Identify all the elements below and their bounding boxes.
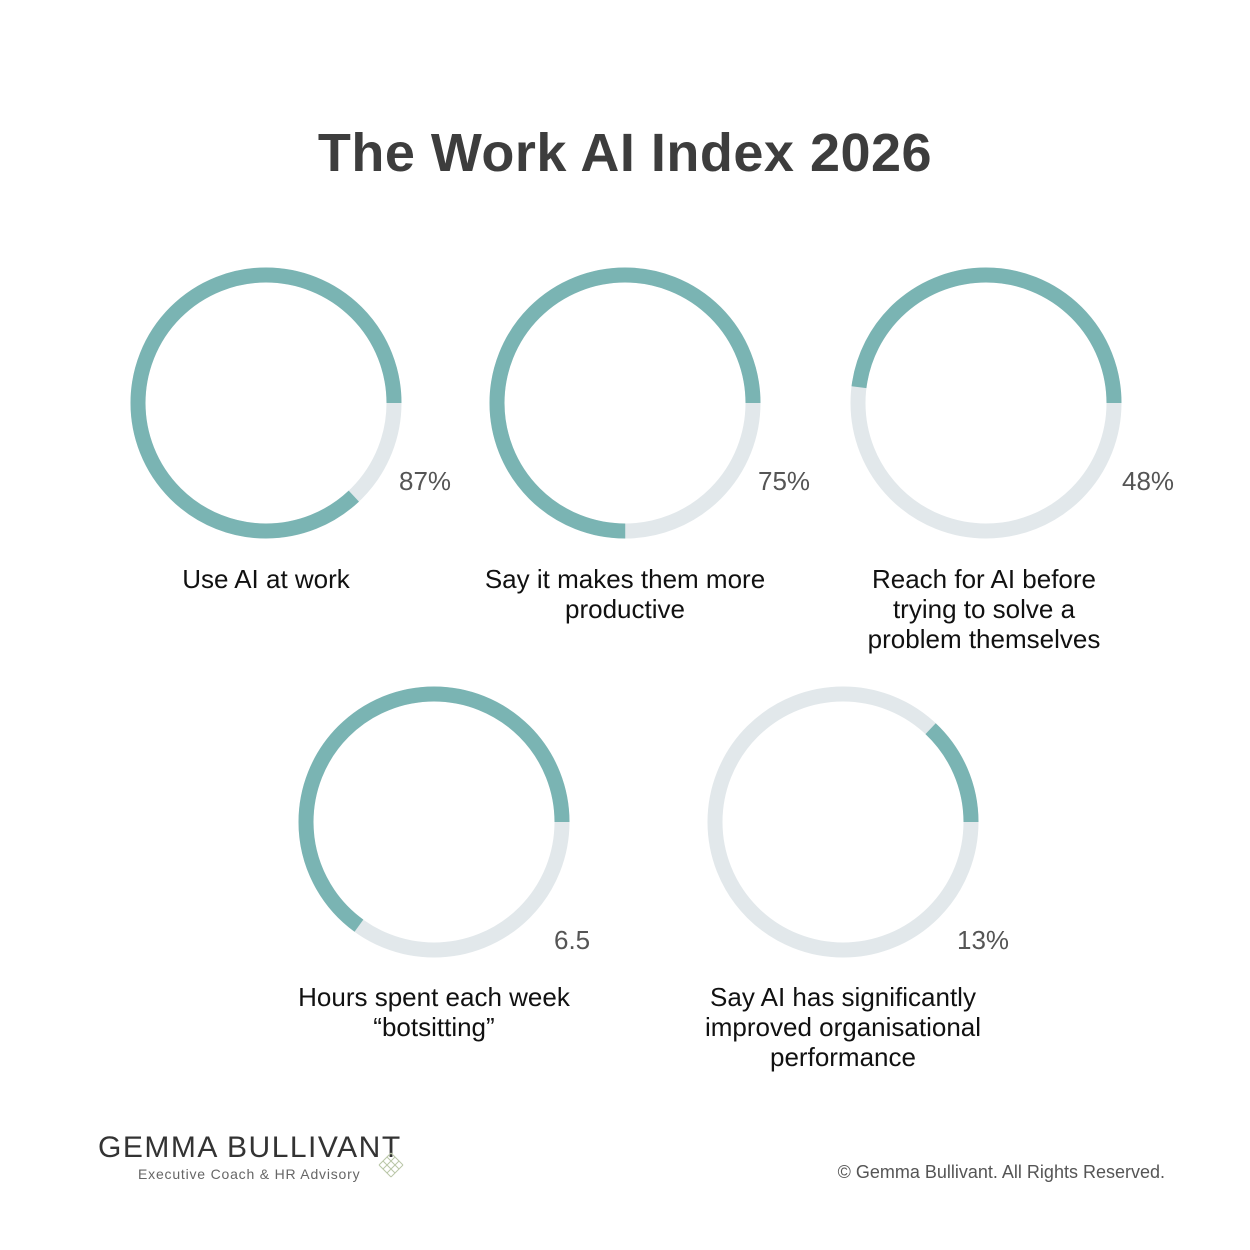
brand-name: GEMMA BULLIVANT: [98, 1131, 402, 1164]
donut-arc-3: [850, 267, 1122, 539]
donut-value-4: 6.5: [554, 925, 591, 955]
donut-label-1: Use AI at work: [182, 564, 350, 594]
donut-label-4: Hours spent each week “botsitting”: [298, 982, 570, 1042]
donut-label-5: Say AI has significantly improved organi…: [704, 982, 982, 1072]
donut-chart-2: [480, 258, 770, 548]
donut-svg-3: [850, 267, 1122, 539]
donut-value-1: 87%: [399, 466, 452, 496]
donut-label-2: Say it makes them more productive: [484, 564, 766, 624]
donut-arc-4: [298, 686, 570, 958]
donut-arc-2: [489, 267, 761, 539]
donut-svg-2: [489, 267, 761, 539]
donut-svg-1: [130, 267, 402, 539]
brand-lattice-icon: [378, 1152, 404, 1178]
donut-chart-1: [121, 258, 411, 548]
page-title: The Work AI Index 2026: [317, 123, 933, 183]
donut-arc-1: [130, 267, 402, 539]
donut-chart-4: [289, 677, 579, 967]
donut-svg-5: [707, 686, 979, 958]
donut-chart-3: [841, 258, 1131, 548]
brand-tagline: Executive Coach & HR Advisory: [138, 1166, 361, 1182]
donut-label-3: Reach for AI before trying to solve a pr…: [867, 564, 1101, 654]
copyright-notice: © Gemma Bullivant. All Rights Reserved.: [837, 1162, 1165, 1182]
donut-chart-5: [698, 677, 988, 967]
donut-value-5: 13%: [957, 925, 1010, 955]
donut-value-2: 75%: [758, 466, 811, 496]
donut-arc-5: [707, 686, 979, 958]
donut-svg-4: [298, 686, 570, 958]
donut-value-3: 48%: [1122, 466, 1175, 496]
